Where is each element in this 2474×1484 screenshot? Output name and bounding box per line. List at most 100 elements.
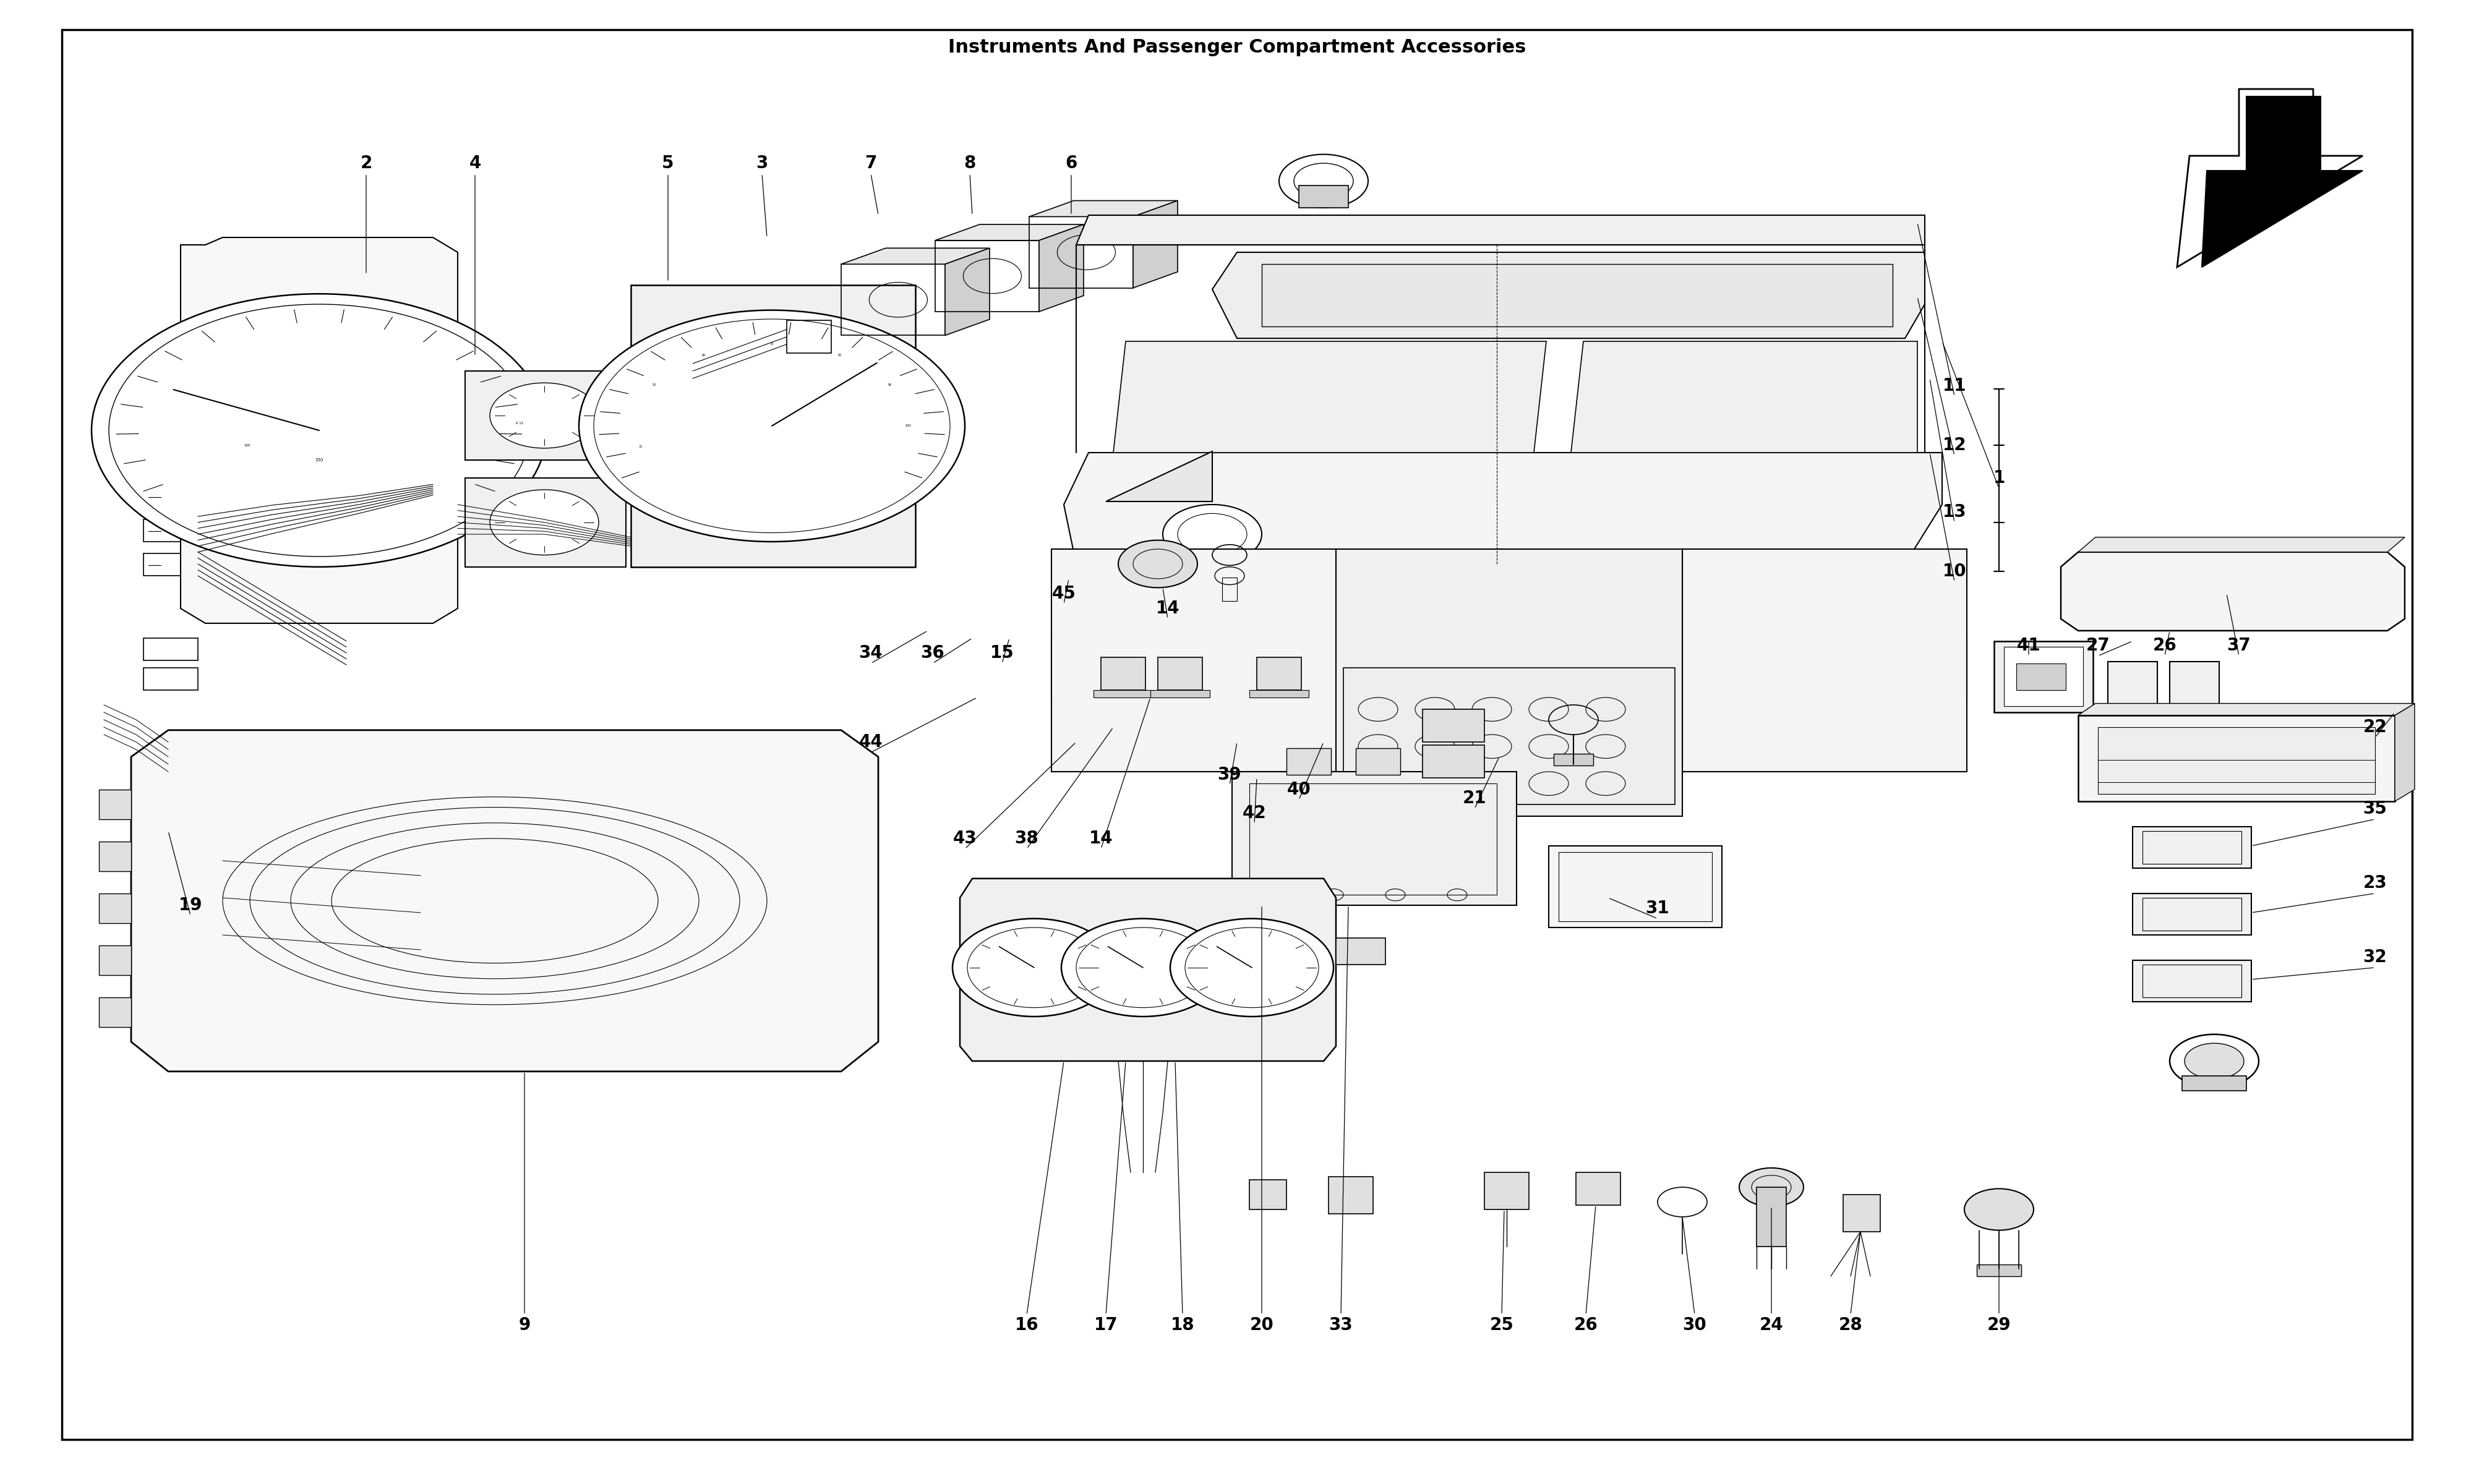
- Text: 33: 33: [1329, 1316, 1353, 1334]
- Bar: [99, 997, 131, 1027]
- Polygon shape: [1051, 549, 1336, 772]
- Bar: [143, 638, 198, 660]
- Bar: [1336, 938, 1385, 965]
- Text: 100: 100: [245, 444, 250, 447]
- Bar: [1029, 217, 1133, 288]
- Text: 2: 2: [361, 154, 371, 172]
- Bar: [1249, 784, 1497, 895]
- Polygon shape: [1029, 200, 1178, 217]
- Polygon shape: [1212, 252, 1925, 338]
- Bar: [841, 264, 945, 335]
- Bar: [99, 789, 131, 819]
- Polygon shape: [1343, 668, 1675, 804]
- Polygon shape: [1336, 549, 1682, 816]
- Polygon shape: [1571, 341, 1917, 453]
- Text: 26: 26: [2152, 637, 2177, 654]
- Circle shape: [1118, 540, 1197, 588]
- Polygon shape: [945, 248, 990, 335]
- Bar: [1249, 690, 1309, 697]
- Text: 100: 100: [905, 424, 910, 427]
- Polygon shape: [1039, 224, 1084, 312]
- Text: 23: 23: [2363, 874, 2387, 892]
- Text: 12: 12: [1942, 436, 1967, 454]
- Text: 14: 14: [1089, 830, 1113, 847]
- Bar: [2133, 960, 2251, 1002]
- Polygon shape: [935, 224, 1084, 240]
- Text: 31: 31: [1645, 899, 1670, 917]
- Polygon shape: [1076, 215, 1925, 245]
- Polygon shape: [1113, 341, 1546, 453]
- Text: 37: 37: [2227, 637, 2251, 654]
- Text: 7: 7: [866, 154, 876, 172]
- Bar: [935, 240, 1039, 312]
- Bar: [143, 668, 198, 690]
- Bar: [1576, 1172, 1620, 1205]
- Bar: [1257, 657, 1301, 690]
- Text: 43: 43: [952, 830, 977, 847]
- Bar: [1158, 657, 1202, 690]
- Text: 35: 35: [2363, 800, 2387, 818]
- Text: 22: 22: [2363, 718, 2387, 736]
- Bar: [2142, 965, 2241, 997]
- Polygon shape: [1106, 451, 1212, 502]
- Polygon shape: [2177, 89, 2363, 267]
- Polygon shape: [131, 730, 878, 1071]
- Text: 70: 70: [769, 343, 774, 346]
- Bar: [143, 519, 198, 542]
- Circle shape: [1163, 505, 1262, 564]
- Text: 4: 4: [470, 154, 480, 172]
- Polygon shape: [2395, 703, 2415, 801]
- Polygon shape: [841, 248, 990, 264]
- Bar: [465, 371, 626, 460]
- Polygon shape: [181, 237, 458, 623]
- Bar: [99, 841, 131, 871]
- Bar: [2170, 662, 2219, 706]
- Polygon shape: [2202, 96, 2363, 267]
- Text: 6: 6: [1066, 154, 1076, 172]
- Text: 26: 26: [1573, 1316, 1598, 1334]
- Bar: [787, 321, 831, 353]
- Circle shape: [1739, 1168, 1804, 1206]
- Bar: [1249, 1180, 1286, 1209]
- Text: 3: 3: [757, 154, 767, 172]
- Circle shape: [490, 383, 599, 448]
- Bar: [1232, 772, 1517, 905]
- Text: 20: 20: [1249, 1316, 1274, 1334]
- Bar: [1757, 1187, 1786, 1247]
- Text: 30: 30: [1682, 1316, 1707, 1334]
- Text: 28: 28: [1838, 1316, 1863, 1334]
- Text: 30: 30: [638, 445, 643, 448]
- Text: 39: 39: [1217, 766, 1242, 784]
- Polygon shape: [2078, 703, 2415, 715]
- Text: 34: 34: [858, 644, 883, 662]
- Bar: [1094, 690, 1153, 697]
- Text: 60: 60: [703, 353, 705, 356]
- Bar: [1843, 1195, 1880, 1232]
- Bar: [1150, 690, 1210, 697]
- Text: 42: 42: [1242, 804, 1267, 822]
- Bar: [1423, 745, 1484, 778]
- Text: 8: 8: [965, 154, 975, 172]
- Circle shape: [2170, 1034, 2259, 1088]
- Text: 11: 11: [1942, 377, 1967, 395]
- Text: 150: 150: [314, 459, 324, 462]
- Bar: [2133, 827, 2251, 868]
- Bar: [143, 554, 198, 576]
- Text: 9: 9: [520, 1316, 529, 1334]
- Text: 25: 25: [1489, 1316, 1514, 1334]
- Text: 16: 16: [1014, 1316, 1039, 1334]
- Text: 14: 14: [1155, 600, 1180, 617]
- Bar: [1994, 641, 2093, 712]
- Bar: [2108, 662, 2157, 706]
- Polygon shape: [1133, 200, 1178, 288]
- Text: 44: 44: [858, 733, 883, 751]
- Text: 5: 5: [663, 154, 673, 172]
- Text: 29: 29: [1987, 1316, 2011, 1334]
- Bar: [1554, 754, 1593, 766]
- Text: 40: 40: [1286, 781, 1311, 798]
- Text: 21: 21: [1462, 789, 1487, 807]
- Bar: [1101, 657, 1145, 690]
- Bar: [1286, 748, 1331, 775]
- Text: 18: 18: [1170, 1316, 1195, 1334]
- Bar: [1299, 186, 1348, 208]
